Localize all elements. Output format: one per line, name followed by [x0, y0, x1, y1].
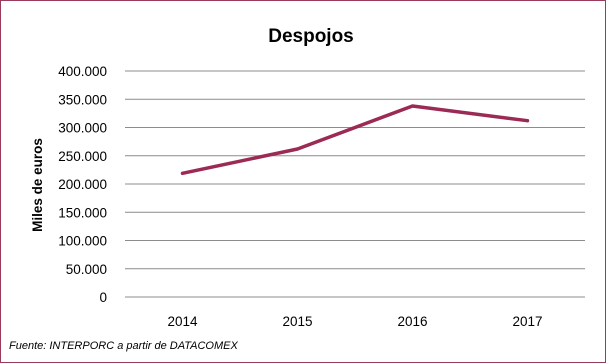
x-tick-label: 2017: [512, 314, 542, 329]
series-line: [180, 104, 530, 176]
x-tick-label: 2016: [397, 314, 427, 329]
y-tick-label: 150.000: [58, 205, 107, 220]
y-tick-label: 350.000: [58, 92, 107, 107]
y-axis-label: Miles de euros: [30, 138, 45, 232]
x-tick-label: 2014: [167, 314, 198, 329]
chart-title: Despojos: [268, 26, 354, 47]
x-axis-ticks: 2014 2015 2016 2017: [167, 314, 542, 329]
y-tick-label: 200.000: [58, 177, 107, 192]
data-point: [181, 171, 184, 175]
data-point: [296, 147, 299, 151]
y-tick-label: 100.000: [58, 234, 107, 249]
x-tick-label: 2015: [282, 314, 312, 329]
y-tick-label: 250.000: [58, 149, 107, 164]
data-point: [411, 104, 414, 108]
source-note: Fuente: INTERPORC a partir de DATACOMEX: [9, 340, 238, 352]
y-tick-label: 0: [99, 290, 107, 305]
y-axis-ticks: 0 50.000 100.000 150.000 200.000 250.000 300.0…: [58, 64, 107, 305]
data-point: [526, 119, 529, 123]
y-tick-label: 50.000: [66, 262, 107, 277]
y-tick-label: 400.000: [58, 64, 107, 79]
series-group: [180, 104, 530, 176]
y-tick-label: 300.000: [58, 121, 107, 136]
